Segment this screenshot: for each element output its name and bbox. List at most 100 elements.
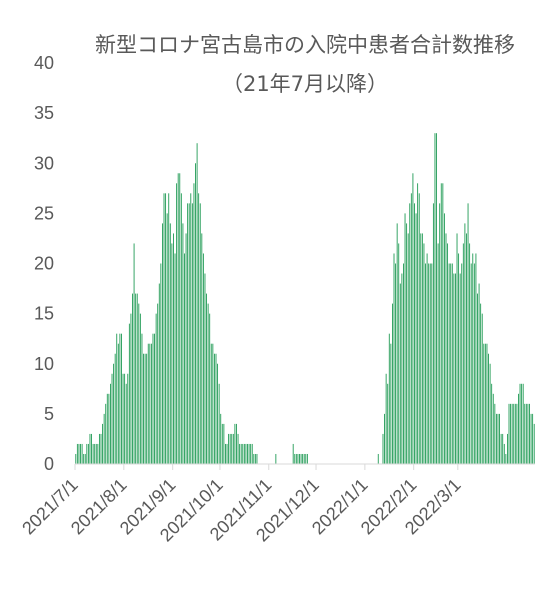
bar	[226, 443, 228, 464]
bar	[299, 453, 300, 464]
bar	[529, 403, 530, 464]
bar	[305, 453, 307, 464]
bar	[127, 373, 129, 464]
bar	[83, 453, 85, 464]
bar	[193, 183, 195, 465]
bar	[431, 263, 433, 464]
bar	[179, 173, 181, 464]
bar	[505, 453, 507, 464]
bar	[240, 443, 242, 464]
bar	[232, 433, 234, 464]
bar	[510, 403, 512, 464]
bar	[500, 433, 502, 464]
bar	[245, 443, 247, 464]
bar	[133, 243, 135, 464]
y-tick-label: 5	[44, 404, 54, 424]
bar	[453, 273, 455, 464]
bar	[253, 453, 255, 464]
bar	[467, 203, 469, 464]
bar	[86, 443, 88, 464]
bar	[491, 383, 493, 464]
bar	[185, 233, 187, 464]
bar	[395, 263, 397, 464]
bar	[201, 233, 203, 464]
y-tick-label: 30	[34, 153, 54, 173]
bar	[420, 233, 422, 464]
bar	[455, 273, 456, 464]
bar	[111, 373, 113, 464]
bar	[423, 243, 425, 464]
bar	[92, 443, 94, 464]
bar	[475, 253, 477, 464]
bar	[511, 403, 513, 464]
bar	[223, 423, 225, 464]
bar	[213, 353, 215, 464]
bar	[143, 353, 144, 464]
y-tick-label: 0	[44, 454, 54, 474]
bar	[302, 453, 304, 464]
bar	[507, 433, 508, 464]
bar	[409, 203, 411, 464]
bar	[128, 323, 130, 464]
bar	[184, 253, 185, 464]
bar	[530, 413, 532, 465]
bar	[256, 453, 258, 464]
bar	[494, 403, 496, 464]
bar	[401, 273, 403, 464]
bar	[484, 343, 486, 464]
bar	[477, 293, 478, 464]
bar	[173, 233, 174, 464]
x-axis-ticks	[74, 464, 459, 470]
bar	[447, 243, 449, 464]
bar	[135, 293, 137, 464]
bar	[472, 253, 474, 464]
bar	[385, 373, 387, 464]
bar	[508, 403, 510, 464]
x-axis-tick-labels: 2021/7/12021/8/12021/9/12021/10/12021/11…	[18, 475, 465, 546]
bar	[398, 243, 400, 464]
bar	[139, 313, 141, 465]
bar	[212, 343, 214, 464]
bar	[174, 253, 176, 464]
bar	[81, 443, 83, 464]
bar	[513, 403, 515, 464]
bar	[187, 203, 189, 464]
bar	[300, 453, 302, 464]
bar	[450, 263, 452, 464]
bar	[492, 393, 494, 464]
bar	[154, 333, 155, 464]
bar	[532, 413, 534, 465]
bar	[180, 193, 182, 464]
bar	[533, 423, 535, 464]
bar	[247, 443, 248, 464]
bar	[390, 343, 392, 464]
bar	[202, 253, 204, 464]
bar	[80, 443, 81, 464]
bar	[228, 433, 230, 464]
bar	[458, 253, 460, 464]
bar	[459, 273, 461, 464]
bar	[150, 343, 152, 464]
bar	[382, 433, 384, 464]
bar	[171, 243, 173, 464]
bar	[525, 403, 527, 464]
bar	[190, 193, 192, 464]
bar	[166, 213, 168, 465]
bar	[125, 383, 127, 464]
bar	[521, 383, 523, 464]
bar	[75, 453, 77, 464]
bar	[204, 273, 206, 464]
bar	[199, 203, 201, 464]
bar	[445, 233, 447, 464]
bar	[250, 443, 252, 464]
bar	[215, 353, 217, 464]
bar	[451, 263, 453, 464]
bar	[242, 443, 244, 464]
bar	[478, 283, 480, 464]
bar	[248, 443, 250, 464]
chart-title: 新型コロナ宮古島市の入院中患者合計数推移	[95, 33, 515, 57]
bar	[495, 413, 497, 465]
bar	[97, 443, 99, 464]
